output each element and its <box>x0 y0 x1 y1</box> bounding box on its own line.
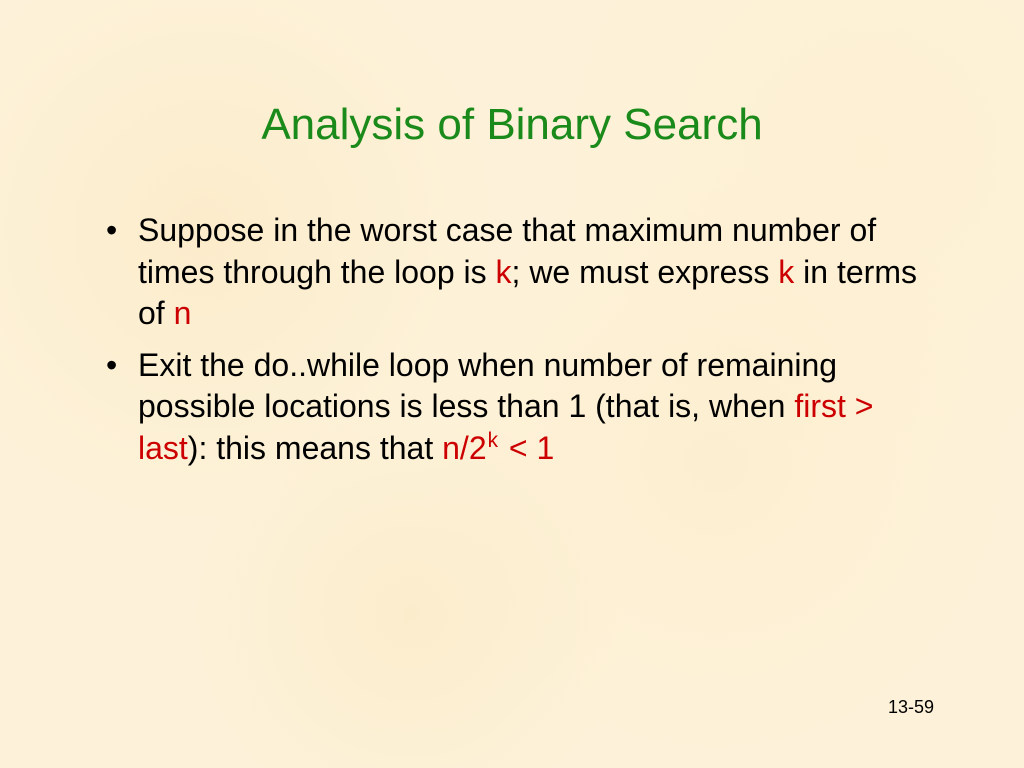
bullet-item: Suppose in the worst case that maximum n… <box>100 210 944 335</box>
bullet-text-segment: Exit the do..while loop when number of r… <box>138 347 837 425</box>
bullet-text-segment: < 1 <box>500 430 554 466</box>
bullet-text-segment: k <box>496 254 512 290</box>
slide: Analysis of Binary Search Suppose in the… <box>0 0 1024 768</box>
bullet-text-segment: ): this means that <box>188 430 442 466</box>
bullet-text-segment: k <box>488 429 498 452</box>
slide-content: Suppose in the worst case that maximum n… <box>80 210 944 470</box>
bullet-text-segment: k <box>778 254 794 290</box>
bullet-list: Suppose in the worst case that maximum n… <box>100 210 944 470</box>
page-number: 13-59 <box>888 697 934 718</box>
bullet-text-segment: ; we must express <box>512 254 779 290</box>
slide-title: Analysis of Binary Search <box>80 100 944 150</box>
bullet-text-segment: n <box>174 295 192 331</box>
bullet-text-segment: n/2 <box>442 430 486 466</box>
bullet-item: Exit the do..while loop when number of r… <box>100 345 944 470</box>
